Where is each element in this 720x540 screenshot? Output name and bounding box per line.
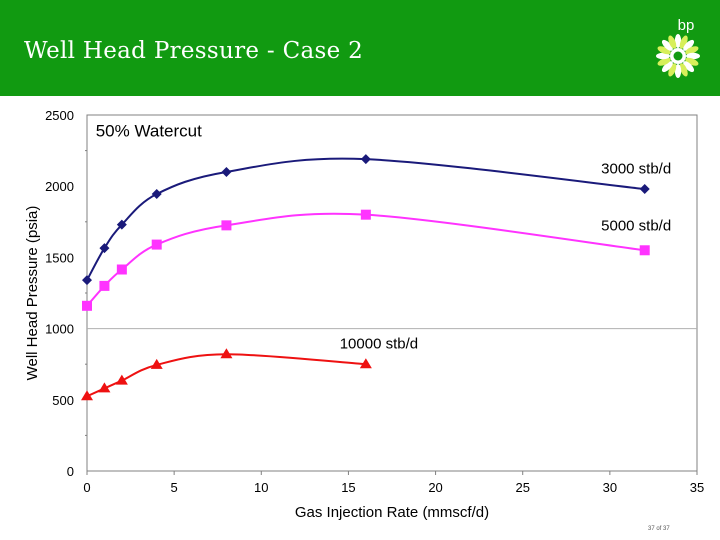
data-point (98, 382, 111, 393)
x-tick-label: 20 (428, 480, 442, 495)
logo-petal (686, 52, 700, 60)
y-tick-label: 2000 (45, 179, 74, 194)
logo-petal (683, 61, 695, 73)
data-point (99, 280, 110, 291)
x-tick-label: 5 (171, 480, 178, 495)
x-tick-label: 0 (83, 480, 90, 495)
data-point (360, 154, 371, 165)
annotation: 3000 stb/d (601, 160, 671, 177)
x-tick-label: 30 (603, 480, 617, 495)
x-tick-label: 25 (515, 480, 529, 495)
data-point (360, 209, 371, 220)
data-point (116, 264, 127, 275)
y-tick-label: 0 (67, 464, 74, 479)
data-point (220, 348, 233, 359)
data-point (99, 243, 110, 254)
data-point (639, 184, 650, 195)
logo-petal (657, 46, 671, 55)
data-point (115, 374, 128, 385)
data-point (221, 166, 232, 177)
slide-title: Well Head Pressure - Case 2 (24, 38, 364, 64)
y-tick-label: 1500 (45, 250, 74, 265)
x-axis-label: Gas Injection Rate (mmscf/d) (295, 504, 489, 521)
plot-area (86, 114, 698, 472)
bp-logo: bp (650, 14, 706, 80)
data-point (151, 239, 162, 250)
slide-header: Well Head Pressure - Case 2 bp (0, 0, 720, 96)
data-point (82, 300, 92, 311)
logo-petal (685, 46, 699, 55)
data-point (639, 245, 650, 256)
bp-wordmark: bp (678, 17, 695, 34)
data-point (82, 275, 92, 286)
y-tick-label: 2500 (45, 108, 74, 123)
logo-petal (656, 52, 670, 60)
data-point (221, 220, 232, 231)
logo-petal (668, 35, 677, 49)
x-tick-label: 35 (690, 480, 704, 495)
data-point (116, 219, 127, 230)
series-line-0 (86, 157, 645, 281)
logo-petal (657, 57, 671, 66)
logo-core (673, 51, 683, 61)
data-point (151, 189, 162, 200)
annotation: 50% Watercut (96, 121, 202, 140)
slide-number: 37 of 37 (648, 526, 670, 532)
data-point (359, 358, 372, 369)
data-point (81, 390, 93, 401)
x-tick-label: 10 (254, 480, 268, 495)
logo-petal (679, 63, 688, 77)
logo-petal (668, 63, 677, 77)
x-tick-label: 15 (341, 480, 355, 495)
logo-petal (679, 35, 688, 49)
logo-petal (683, 39, 695, 51)
annotation: 5000 stb/d (601, 217, 671, 234)
logo-petal (685, 57, 699, 66)
logo-petal (674, 64, 682, 78)
logo-petal (674, 34, 682, 48)
annotation: 10000 stb/d (340, 336, 418, 353)
y-tick-label: 1000 (45, 322, 74, 337)
y-tick-label: 500 (52, 393, 74, 408)
y-axis-label: Well Head Pressure (psia) (24, 206, 41, 381)
logo-petal (661, 39, 673, 51)
data-point (150, 358, 163, 369)
well-head-pressure-chart: 0 500 1000 1500 2000 2500 0 5 10 15 20 25 30 35 50% W… (24, 108, 704, 521)
logo-petal (661, 61, 673, 73)
